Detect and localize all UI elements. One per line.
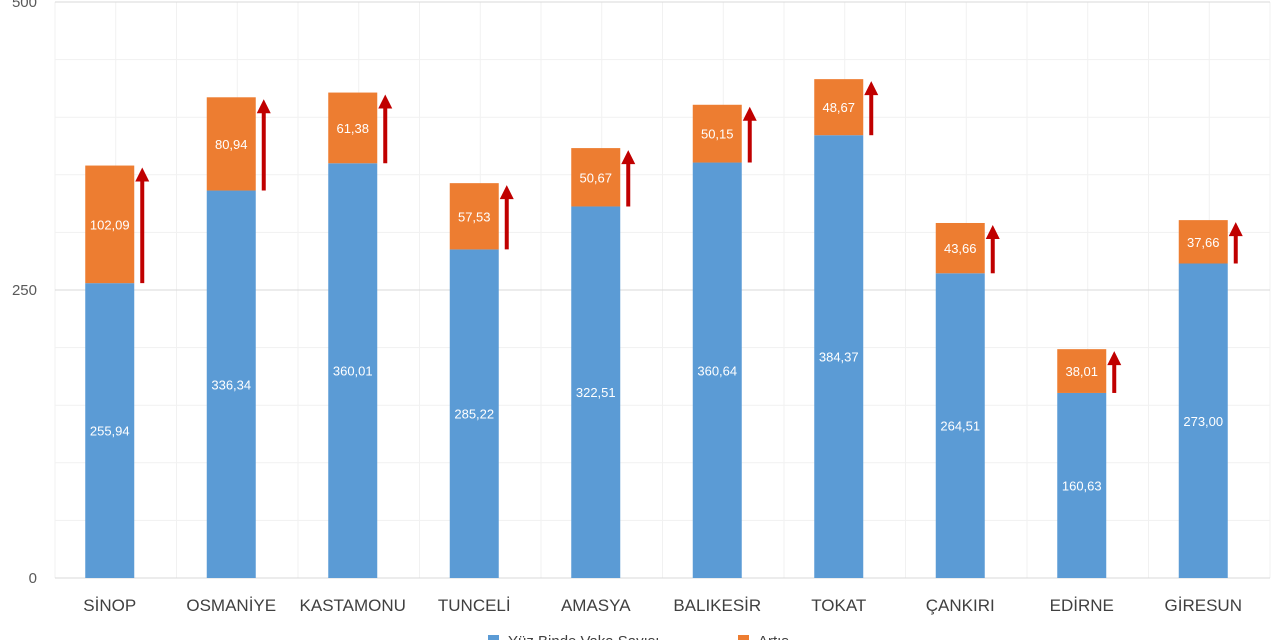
increase-arrow-icon <box>256 99 271 114</box>
legend-swatch <box>738 635 749 640</box>
bar-segment-increase <box>692 104 742 163</box>
data-label-case-rate: 255,94 <box>90 424 130 439</box>
x-axis-category-label: OSMANİYE <box>186 596 276 615</box>
data-label-case-rate: 322,51 <box>576 385 616 400</box>
bar-segment-increase <box>206 97 256 191</box>
x-axis-category-label: TUNCELİ <box>438 596 511 615</box>
increase-arrows <box>135 81 1243 393</box>
increase-arrow-icon <box>1228 222 1243 237</box>
bar-segment-increase <box>571 148 621 207</box>
data-label-increase: 37,66 <box>1187 235 1220 250</box>
y-tick-label: 500 <box>12 0 37 11</box>
bar-segment-increase <box>1178 220 1228 264</box>
increase-arrow-icon <box>985 224 1000 239</box>
data-label-increase: 80,94 <box>215 137 248 152</box>
data-label-case-rate: 273,00 <box>1183 414 1223 429</box>
bar-segment-case-rate <box>935 273 985 578</box>
legend: Yüz Binde Vaka Sayısı Artış <box>488 633 789 640</box>
data-label-increase: 50,15 <box>701 127 734 142</box>
bar-segment-increase <box>1057 349 1107 393</box>
x-axis-category-label: KASTAMONU <box>300 596 406 615</box>
data-label-increase: 102,09 <box>90 217 130 232</box>
x-axis-category-label: BALIKESİR <box>673 596 761 615</box>
x-axis-category-label: TOKAT <box>811 596 866 615</box>
x-axis-category-label: EDİRNE <box>1050 596 1114 615</box>
x-axis-category-label: AMASYA <box>561 596 631 615</box>
data-label-increase: 57,53 <box>458 209 491 224</box>
data-label-case-rate: 285,22 <box>454 407 494 422</box>
x-axis-category-label: GİRESUN <box>1165 596 1242 615</box>
x-axis-labels: SİNOP OSMANİYE KASTAMONU TUNCELİ AMASYA BALIK… <box>83 596 1242 615</box>
bar-segment-case-rate <box>328 163 378 578</box>
bar-segment-increase <box>328 92 378 164</box>
data-label-case-rate: 384,37 <box>819 350 859 365</box>
data-label-case-rate: 336,34 <box>211 377 251 392</box>
bar-segment-increase <box>935 222 985 274</box>
bar-segment-case-rate <box>206 190 256 578</box>
legend-label: Yüz Binde Vaka Sayısı <box>508 633 659 640</box>
legend-label: Artış <box>758 633 789 640</box>
data-label-increase: 43,66 <box>944 241 977 256</box>
bar-segment-case-rate <box>449 249 499 578</box>
bar-segment-case-rate <box>814 135 864 579</box>
increase-arrow-icon <box>1107 351 1122 366</box>
increase-arrow-icon <box>499 185 514 200</box>
bar-segment-case-rate <box>1178 263 1228 578</box>
x-axis-category-label: ÇANKIRI <box>926 596 995 615</box>
bar-segment-case-rate <box>692 162 742 578</box>
increase-arrow-icon <box>864 81 879 96</box>
y-axis-ticks: 0 250 500 <box>12 0 37 587</box>
bar-segment-case-rate <box>571 206 621 578</box>
increase-arrow-icon <box>378 94 393 109</box>
data-label-case-rate: 360,01 <box>333 364 373 379</box>
data-label-increase: 38,01 <box>1065 364 1098 379</box>
bars: 255,94 102,09 336,34 80,94 360,01 61,38 285,22… <box>85 79 1228 579</box>
data-label-case-rate: 360,64 <box>697 363 737 378</box>
data-label-increase: 50,67 <box>579 170 612 185</box>
increase-arrow-icon <box>742 106 757 121</box>
bar-segment-case-rate <box>1057 392 1107 578</box>
x-axis-category-label: SİNOP <box>83 596 136 615</box>
increase-arrow-icon <box>621 150 636 165</box>
increase-arrow-icon <box>135 167 150 182</box>
bar-segment-case-rate <box>85 283 135 578</box>
data-label-increase: 61,38 <box>336 121 369 136</box>
data-label-case-rate: 160,63 <box>1062 478 1102 493</box>
y-tick-label: 0 <box>29 570 37 587</box>
data-label-increase: 48,67 <box>822 100 855 115</box>
data-label-case-rate: 264,51 <box>940 419 980 434</box>
bar-segment-increase <box>814 79 864 136</box>
bar-segment-increase <box>85 165 135 284</box>
bar-segment-increase <box>449 183 499 250</box>
legend-swatch <box>488 635 499 640</box>
y-tick-label: 250 <box>12 282 37 299</box>
